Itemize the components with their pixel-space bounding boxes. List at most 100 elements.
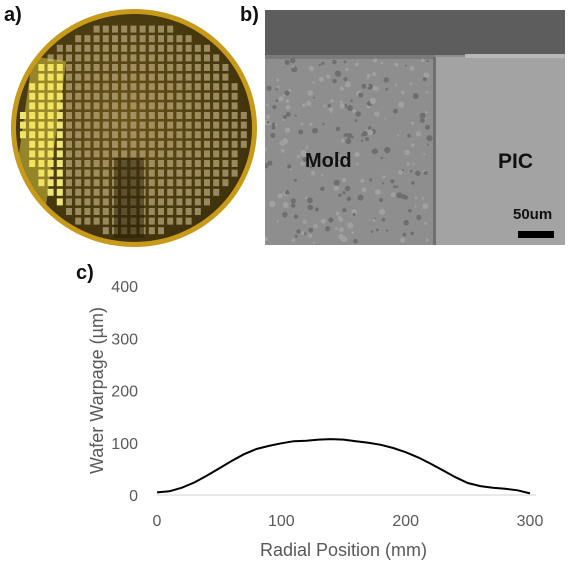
wafer-die: [47, 140, 54, 148]
wafer-die: [84, 44, 91, 52]
wafer-die: [121, 64, 128, 71]
mold-particle: [300, 231, 305, 235]
mold-particle: [338, 193, 342, 197]
wafer-die: [112, 83, 118, 91]
mold-particle: [290, 203, 296, 208]
wafer-die: [47, 102, 54, 110]
mold-particle: [347, 105, 353, 111]
wafer-die: [121, 35, 128, 43]
wafer-die: [102, 198, 109, 206]
wafer-die: [148, 150, 155, 158]
wafer-die: [84, 35, 91, 43]
wafer-die: [112, 54, 118, 62]
wafer-die: [204, 44, 210, 52]
wafer-die: [204, 102, 210, 110]
mold-particle: [424, 124, 431, 130]
wafer-die: [194, 64, 201, 71]
wafer-die: [47, 150, 54, 158]
wafer-die: [47, 121, 54, 129]
mold-particle: [312, 127, 319, 134]
mold-particle: [330, 98, 335, 103]
wafer-die: [213, 131, 220, 139]
mold-particle: [369, 97, 377, 105]
mold-particle: [379, 197, 384, 203]
wafer-die: [93, 54, 100, 62]
wafer-die: [84, 188, 91, 196]
wafer-die: [121, 44, 128, 52]
wafer-die: [185, 64, 192, 71]
wafer-die: [185, 54, 192, 62]
mold-particle: [275, 88, 278, 91]
wafer-die: [204, 169, 210, 177]
wafer-die: [176, 83, 183, 91]
wafer-die: [167, 35, 174, 43]
mold-particle: [368, 126, 372, 130]
wafer-die: [213, 188, 220, 196]
wafer-die: [139, 83, 146, 91]
wafer-die: [29, 92, 36, 100]
mold-particle: [384, 117, 387, 120]
wafer-die: [185, 83, 192, 91]
wafer-die: [176, 169, 183, 177]
wafer-die: [158, 208, 164, 215]
wafer-die: [194, 160, 201, 167]
wafer-die: [148, 160, 155, 167]
wafer-die: [194, 208, 201, 215]
wafer-die: [66, 140, 72, 148]
wafer-die: [158, 73, 164, 81]
mold-particle: [332, 78, 337, 84]
mold-particle: [302, 219, 307, 224]
wafer-die: [84, 64, 91, 71]
wafer-die: [176, 188, 183, 196]
wafer-die: [75, 54, 82, 62]
wafer-die: [158, 54, 164, 62]
wafer-die: [148, 208, 155, 215]
mold-particle: [361, 187, 367, 192]
wafer-die: [75, 121, 82, 129]
wafer-die: [93, 83, 100, 91]
wafer-die: [167, 25, 174, 33]
mold-particle: [366, 85, 369, 88]
wafer-die: [29, 150, 36, 158]
wafer-die: [148, 198, 155, 206]
wafer-die: [185, 150, 192, 158]
mold-particle: [344, 132, 349, 138]
wafer-die: [158, 25, 164, 33]
wafer-die: [194, 150, 201, 158]
wafer-die: [75, 179, 82, 187]
wafer-die: [66, 160, 72, 167]
mold-particle: [407, 133, 411, 138]
mold-particle: [415, 170, 421, 177]
wafer-die: [148, 73, 155, 81]
wafer-die: [47, 54, 54, 62]
wafer-die: [204, 121, 210, 129]
wafer-die: [176, 179, 183, 187]
warpage-series-line: [156, 438, 531, 495]
wafer-die: [231, 169, 238, 177]
wafer-die: [56, 140, 63, 148]
wafer-die: [121, 140, 128, 148]
mold-particle: [333, 179, 340, 186]
wafer-die: [222, 92, 229, 100]
wafer-die: [176, 140, 183, 148]
mold-particle: [308, 65, 315, 72]
mold-particle: [270, 132, 276, 138]
mold-particle: [267, 160, 273, 166]
wafer-die: [121, 73, 128, 81]
mold-particle: [398, 101, 405, 108]
wafer-die: [222, 112, 229, 119]
wafer-die: [213, 64, 220, 71]
wafer-die: [158, 188, 164, 196]
mold-particle: [355, 62, 359, 67]
mold-particle: [351, 209, 358, 215]
mold-particle: [321, 174, 324, 177]
wafer-die: [158, 227, 164, 235]
mold-particle: [423, 72, 430, 78]
mold-particle: [302, 156, 308, 162]
mold-particle: [412, 93, 419, 100]
wafer-die: [185, 188, 192, 196]
y-tick-label: 100: [111, 436, 138, 453]
mold-particle: [284, 190, 290, 195]
wafer-die: [84, 140, 91, 148]
wafer-die: [38, 83, 45, 91]
